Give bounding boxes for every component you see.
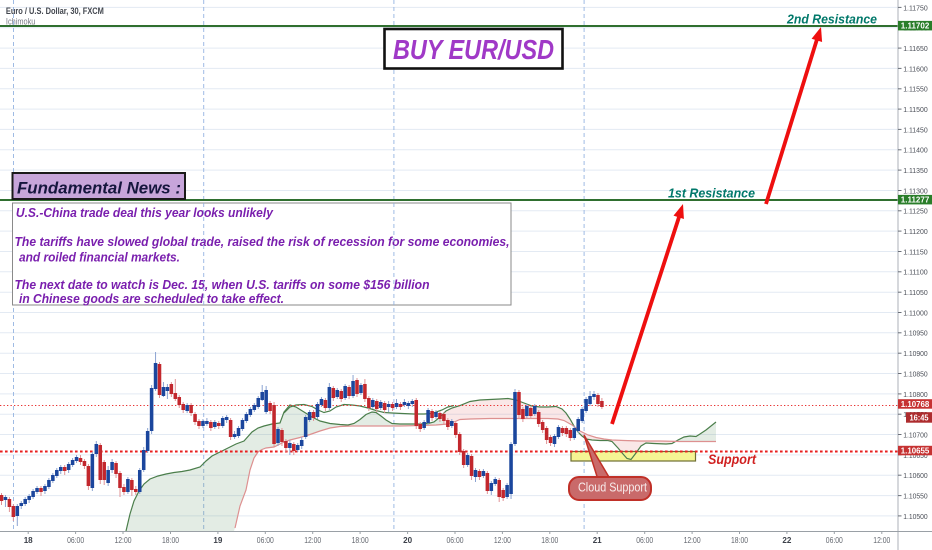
svg-text:1.11500: 1.11500 — [903, 105, 928, 114]
svg-text:1.10800: 1.10800 — [903, 390, 928, 399]
svg-text:12:00: 12:00 — [684, 535, 701, 545]
svg-text:1.11450: 1.11450 — [903, 125, 928, 134]
svg-text:1.11400: 1.11400 — [903, 146, 928, 155]
svg-text:1.11750: 1.11750 — [903, 3, 928, 12]
svg-text:16:45: 16:45 — [910, 413, 930, 422]
svg-text:18:00: 18:00 — [352, 535, 369, 545]
svg-text:Euro / U.S. Dollar, 30, FXCM: Euro / U.S. Dollar, 30, FXCM — [6, 6, 104, 17]
svg-text:The tariffs have slowed global: The tariffs have slowed global trade, ra… — [15, 235, 510, 249]
svg-text:1.11350: 1.11350 — [903, 166, 928, 175]
svg-text:1.11250: 1.11250 — [903, 207, 928, 216]
svg-text:21: 21 — [593, 535, 602, 545]
svg-text:Support: Support — [708, 451, 757, 467]
svg-text:1.11300: 1.11300 — [903, 186, 928, 195]
svg-text:12:00: 12:00 — [115, 535, 132, 545]
svg-text:1.11050: 1.11050 — [903, 288, 928, 297]
svg-text:06:00: 06:00 — [257, 535, 274, 545]
svg-text:1.10500: 1.10500 — [903, 512, 928, 521]
svg-text:and roiled financial markets.: and roiled financial markets. — [19, 251, 180, 265]
svg-text:1.10655: 1.10655 — [901, 446, 930, 455]
svg-text:Cloud Support: Cloud Support — [578, 481, 647, 495]
svg-text:06:00: 06:00 — [826, 535, 843, 545]
svg-text:1.11600: 1.11600 — [903, 64, 928, 73]
svg-text:1.11000: 1.11000 — [903, 308, 928, 317]
svg-text:20: 20 — [403, 535, 412, 545]
svg-text:BUY EUR/USD: BUY EUR/USD — [393, 34, 554, 65]
svg-text:1.11650: 1.11650 — [903, 44, 928, 53]
svg-text:1.10850: 1.10850 — [903, 369, 928, 378]
svg-text:12:00: 12:00 — [494, 535, 511, 545]
svg-text:1.11550: 1.11550 — [903, 85, 928, 94]
svg-text:18: 18 — [24, 535, 33, 545]
svg-text:Fundamental News :: Fundamental News : — [17, 179, 181, 198]
svg-text:1.10550: 1.10550 — [903, 492, 928, 501]
svg-text:in Chinese goods are scheduled: in Chinese goods are scheduled to take e… — [19, 292, 284, 306]
svg-text:1.11200: 1.11200 — [903, 227, 928, 236]
svg-text:1.10700: 1.10700 — [903, 430, 928, 439]
svg-text:U.S.-China trade deal this yea: U.S.-China trade deal this year looks un… — [16, 206, 274, 220]
svg-text:1.11702: 1.11702 — [901, 22, 930, 31]
svg-text:1.11100: 1.11100 — [903, 268, 928, 277]
svg-text:1.11150: 1.11150 — [903, 247, 928, 256]
svg-text:1.10768: 1.10768 — [901, 400, 930, 409]
svg-text:12:00: 12:00 — [873, 535, 890, 545]
svg-text:12:00: 12:00 — [304, 535, 321, 545]
svg-text:19: 19 — [213, 535, 222, 545]
svg-text:18:00: 18:00 — [731, 535, 748, 545]
svg-text:Ichimoku: Ichimoku — [6, 17, 36, 27]
svg-text:1st Resistance: 1st Resistance — [668, 186, 755, 201]
svg-text:06:00: 06:00 — [447, 535, 464, 545]
svg-text:22: 22 — [782, 535, 791, 545]
svg-text:1.10600: 1.10600 — [903, 471, 928, 480]
svg-text:The next date to watch is Dec.: The next date to watch is Dec. 15, when … — [15, 278, 430, 292]
svg-text:18:00: 18:00 — [162, 535, 179, 545]
svg-text:1.10950: 1.10950 — [903, 329, 928, 338]
svg-text:2nd Resistance: 2nd Resistance — [786, 12, 877, 27]
svg-text:1.11277: 1.11277 — [901, 196, 930, 205]
svg-text:1.10900: 1.10900 — [903, 349, 928, 358]
svg-text:06:00: 06:00 — [67, 535, 84, 545]
svg-text:18:00: 18:00 — [541, 535, 558, 545]
svg-text:06:00: 06:00 — [636, 535, 653, 545]
